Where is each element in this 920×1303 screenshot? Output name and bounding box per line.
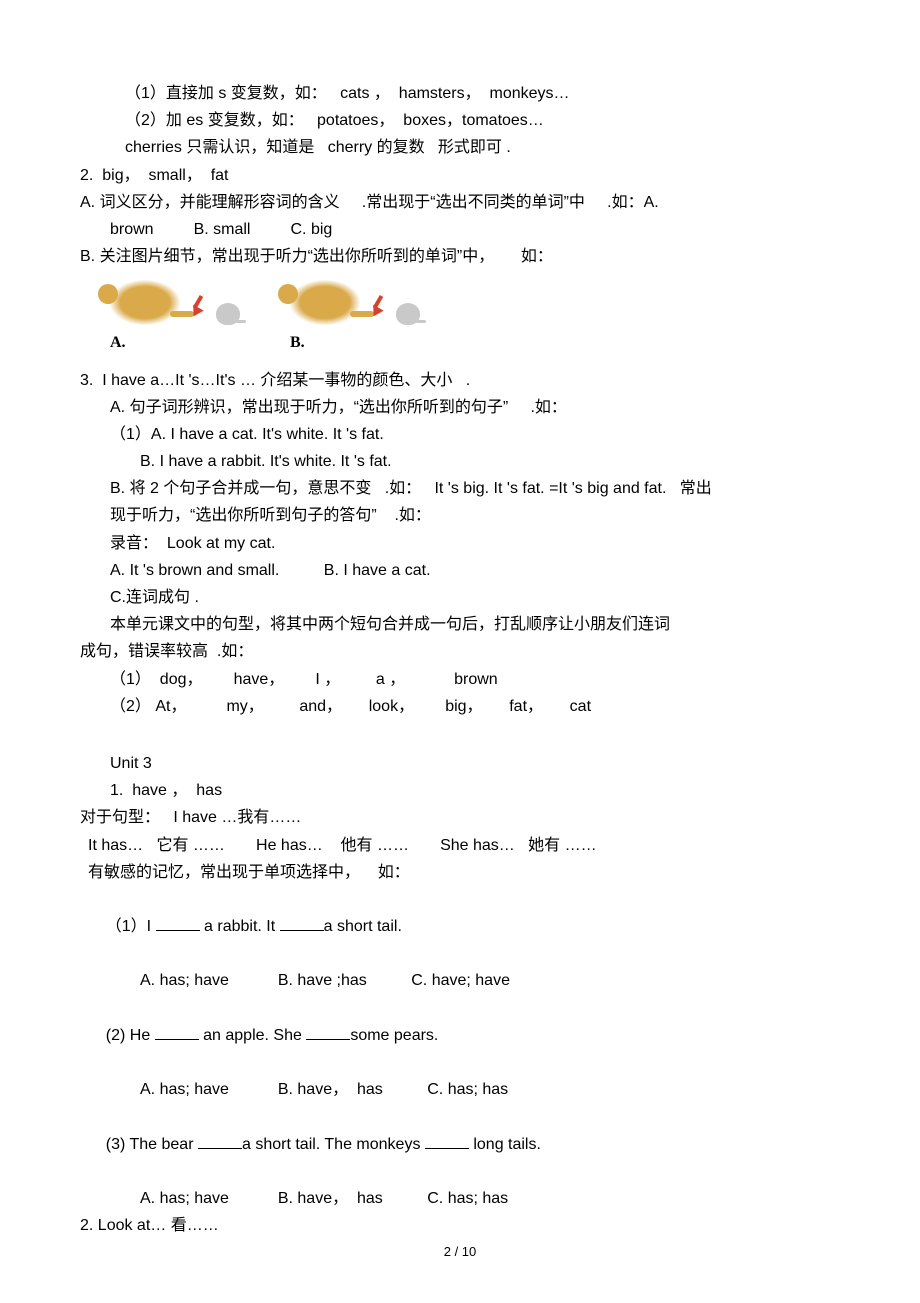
item-3c-desc1: 本单元课文中的句型，将其中两个短句合并成一句后，打乱顺序让小朋友们连词: [80, 611, 840, 638]
item-3c-desc2: 成句，错误率较高 .如：: [80, 638, 840, 665]
q2-mid: an apple. She: [199, 1027, 307, 1044]
item-3b-2: 现于听力，“选出你所听到句子的答句” .如：: [80, 502, 840, 529]
unit3-q2: (2) He an apple. She some pears.: [80, 995, 840, 1077]
unit3-p3: It has… 它有 …… He has… 他有 …… She has… 她有 …: [80, 832, 840, 859]
illustration-label-a: A.: [110, 329, 126, 356]
item-3b-recording: 录音： Look at my cat.: [80, 530, 840, 557]
unit3-q1-opts: A. has; have B. have ;has C. have; have: [80, 967, 840, 994]
q2-post: some pears.: [350, 1027, 438, 1044]
blank-fill: [425, 1132, 469, 1149]
rule-1a: （1）直接加 s 变复数，如： cats ， hamsters， monkeys…: [80, 80, 840, 107]
rule-1c: cherries 只需认识，知道是 cherry 的复数 形式即可 .: [80, 134, 840, 161]
illustration-row: A. B.: [110, 280, 840, 356]
unit3-p4: 有敏感的记忆，常出现于单项选择中， 如：: [80, 859, 840, 886]
page-number: 2 / 10: [0, 1241, 920, 1263]
big-animal-icon: [290, 280, 360, 325]
arrow-icon: [190, 295, 206, 325]
q2-pre: (2) He: [106, 1027, 155, 1044]
q1-mid: a rabbit. It: [200, 918, 280, 935]
unit3-p2: 对于句型： I have …我有……: [80, 804, 840, 831]
blank-fill: [306, 1023, 350, 1040]
q3-post: long tails.: [469, 1136, 541, 1153]
item-3a-ex1: （1）A. I have a cat. It's white. It 's fa…: [80, 421, 840, 448]
small-animal-icon: [396, 303, 420, 325]
unit3-q2-opts: A. has; have B. have， has C. has; has: [80, 1076, 840, 1103]
document-page: （1）直接加 s 变复数，如： cats ， hamsters， monkeys…: [0, 0, 920, 1303]
item-2a-options: brown B. small C. big: [80, 216, 840, 243]
unit3-title: Unit 3: [80, 750, 840, 777]
item-3c-ex2: （2） At， my， and， look， big， fat， cat: [80, 693, 840, 720]
spacer: [80, 720, 840, 750]
arrow-icon: [370, 295, 386, 325]
blank-fill: [156, 914, 200, 931]
item-3a-ex1b: B. I have a rabbit. It's white. It 's fa…: [80, 448, 840, 475]
q3-pre: (3) The bear: [106, 1136, 198, 1153]
q3-mid: a short tail. The monkeys: [242, 1136, 425, 1153]
q1-post: a short tail.: [324, 918, 402, 935]
item-2b: B. 关注图片细节，常出现于听力“选出你所听到的单词”中， 如：: [80, 243, 840, 270]
unit3-p5: 2. Look at… 看……: [80, 1212, 840, 1239]
item-2: 2. big， small， fat: [80, 162, 840, 189]
item-3b: B. 将 2 个句子合并成一句，意思不变 .如： It 's big. It '…: [80, 475, 840, 502]
small-animal-icon: [216, 303, 240, 325]
unit3-q3: (3) The bear a short tail. The monkeys l…: [80, 1103, 840, 1185]
unit3-p1: 1. have ， has: [80, 777, 840, 804]
illustration-a: A.: [110, 280, 240, 356]
unit3-q3-opts: A. has; have B. have， has C. has; has: [80, 1185, 840, 1212]
unit3-q1: （1）I a rabbit. It a short tail.: [80, 886, 840, 968]
blank-fill: [198, 1132, 242, 1149]
blank-fill: [155, 1023, 199, 1040]
item-2a: A. 词义区分，并能理解形容词的含义 .常出现于“选出不同类的单词”中 .如：A…: [80, 189, 840, 216]
item-3a: A. 句子词形辨识，常出现于听力，“选出你所听到的句子” .如：: [80, 394, 840, 421]
blank-fill: [280, 914, 324, 931]
illustration-label-b: B.: [290, 329, 305, 356]
rule-1b: （2）加 es 变复数，如： potatoes， boxes，tomatoes…: [80, 107, 840, 134]
item-3c-ex1: （1） dog， have， I ， a ， brown: [80, 666, 840, 693]
big-animal-icon: [110, 280, 180, 325]
item-3b-recording-a: A. It 's brown and small. B. I have a ca…: [80, 557, 840, 584]
illustration-b: B.: [290, 280, 420, 356]
q1-pre: （1）I: [106, 918, 156, 935]
item-3-head: 3. I have a…It 's…It's … 介绍某一事物的颜色、大小 .: [80, 367, 840, 394]
item-3c: C.连词成句 .: [80, 584, 840, 611]
